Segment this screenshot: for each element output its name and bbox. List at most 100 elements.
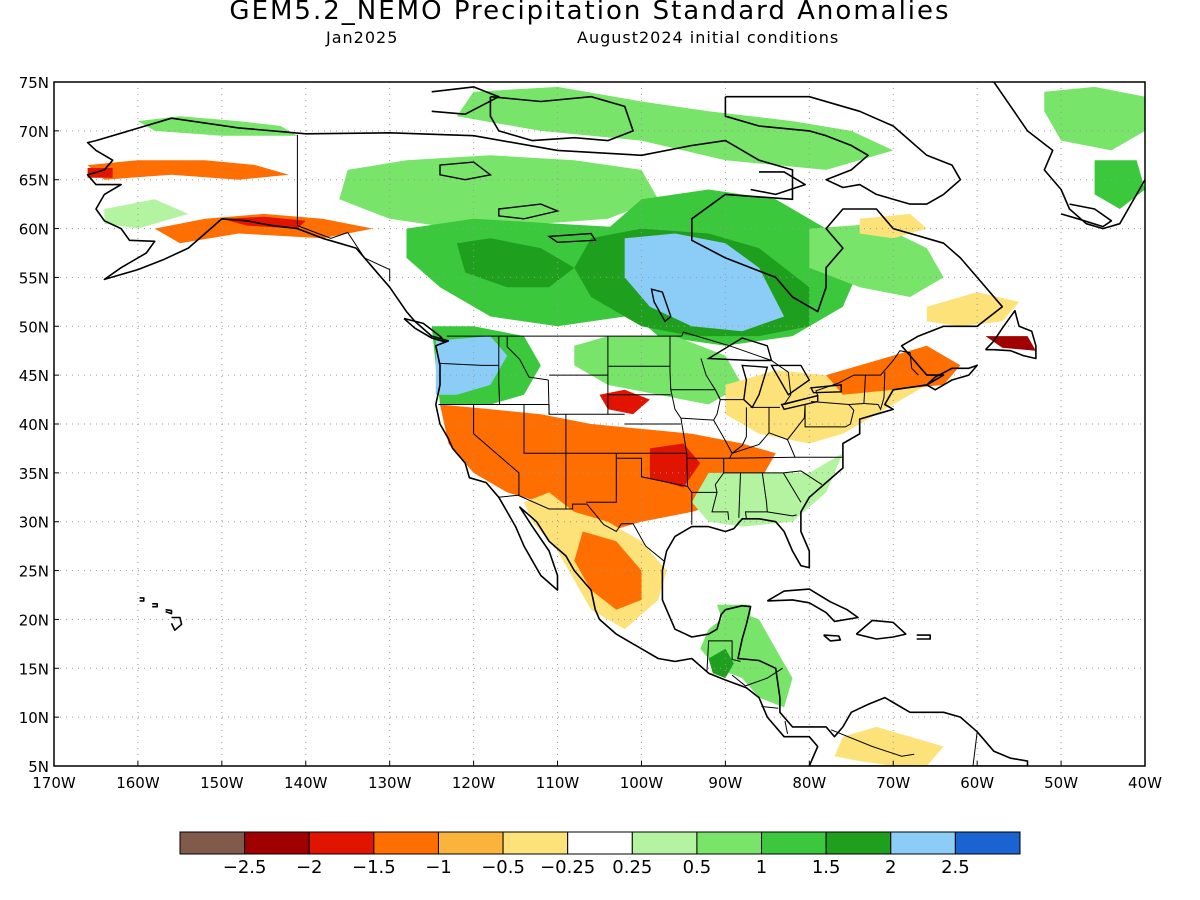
coastline-southern-greenland-tip	[1060, 203, 1113, 228]
colorbar-swatch	[761, 831, 827, 855]
colorbar-label: 0.25	[612, 857, 652, 878]
coastline-southampton-island	[750, 171, 806, 196]
anomaly-region-great-plains	[574, 336, 743, 405]
anomaly-region-nebraska-kansas-dry-core	[599, 389, 650, 415]
lat-tick-label: 35N	[19, 465, 49, 483]
anomaly-region-yukon-northwest-territories	[339, 155, 659, 229]
lake-great-slave-lake	[498, 203, 560, 220]
border-missouri	[680, 418, 733, 459]
colorbar-swatch	[890, 831, 956, 855]
lake-great-bear-lake	[439, 161, 493, 181]
colorbar-swatch	[567, 831, 633, 855]
lake-lake-superior	[706, 337, 773, 362]
border-nm-tx	[586, 458, 617, 503]
latitude-labels: 75N 70N 65N 60N 55N 50N 45N 40N 35N 30N 25N 20N 15N 1…	[19, 74, 59, 776]
longitude-labels: 170W 160W 150W 140W 130W 120W 110W 100W 90W 80W 70…	[32, 761, 1162, 792]
border-honduras	[731, 667, 783, 687]
coastline-banks-island	[431, 86, 500, 115]
coastline-cuba	[766, 588, 859, 623]
colorbar	[179, 831, 1021, 855]
anomaly-region-sw-alaska	[104, 199, 189, 229]
lon-tick-label: 130W	[368, 774, 412, 792]
lon-tick-label: 120W	[452, 774, 496, 792]
chart-title: GEM5.2_NEMO Precipitation Standard Anoma…	[229, 0, 951, 26]
colorbar-label: −2	[296, 857, 323, 878]
lon-tick-label: 90W	[708, 774, 742, 792]
anomaly-region-alaska-north-slope	[137, 116, 298, 136]
coastline-layer	[86, 82, 1145, 766]
border-new-england	[863, 372, 886, 411]
colorbar-label: −0.25	[540, 857, 595, 878]
anomaly-region-seward-peninsula	[87, 168, 113, 178]
coastline-baffin-island	[724, 95, 962, 205]
border-guatemala-borders	[706, 640, 741, 673]
anomaly-region-ontario-manitoba-core	[624, 233, 785, 332]
colorbar-label: −1	[425, 857, 452, 878]
border-minnesota-west	[669, 336, 672, 390]
anomaly-region-arctic-islands	[456, 86, 894, 170]
border-alaska-panhandle	[297, 225, 391, 282]
border-layer	[296, 134, 978, 766]
coastline-hawaii-maui	[165, 608, 173, 615]
border-venezuela-guyana	[972, 731, 978, 766]
colorbar-swatch	[308, 831, 375, 855]
coastline-puerto-rico	[916, 634, 932, 640]
border-ok-panhandle	[615, 453, 688, 487]
colorbar-label: 2.5	[941, 857, 970, 878]
lat-tick-label: 10N	[19, 709, 49, 727]
border-wy-id	[547, 379, 550, 415]
anomaly-region-greenland-south	[1094, 160, 1145, 209]
lon-tick-label: 60W	[960, 774, 994, 792]
border-al-ga	[740, 472, 768, 519]
coastline-greenland	[988, 82, 1145, 230]
border-wi	[700, 358, 744, 401]
lat-tick-label: 45N	[19, 367, 49, 385]
colorbar-label: 0.5	[683, 857, 712, 878]
colorbar-label: 1	[756, 857, 767, 878]
lon-tick-label: 50W	[1044, 774, 1078, 792]
lat-tick-label: 25N	[19, 563, 49, 581]
lon-tick-label: 160W	[116, 774, 160, 792]
border-id-mt	[506, 336, 549, 381]
colorbar-label: −2.5	[223, 857, 267, 878]
border-nv-ut-az	[523, 404, 566, 454]
lon-tick-label: 70W	[876, 774, 910, 792]
coastline-north-america-mainland	[95, 117, 1029, 766]
lat-tick-label: 40N	[19, 416, 49, 434]
valid-month-label: Jan2025	[326, 28, 399, 47]
colorbar-labels: −2.5 −2 −1.5 −1 −0.5 −0.25 0.25 0.5 1 1.5 2 2.5	[223, 857, 970, 878]
colorbar-swatch	[696, 831, 763, 855]
border-wa-or	[439, 362, 499, 366]
lat-tick-label: 15N	[19, 660, 49, 678]
border-ky-north	[731, 432, 770, 454]
colorbar-swatch	[179, 831, 246, 855]
border-us-mexico	[497, 494, 666, 563]
border-ga-fl	[767, 511, 797, 517]
colorbar-label: 2	[885, 857, 896, 878]
lat-tick-label: 55N	[19, 269, 49, 287]
colorbar-label: −0.5	[481, 857, 525, 878]
lat-tick-label: 50N	[19, 318, 49, 336]
border-ga-sc	[782, 472, 802, 503]
colorbar-swatch	[954, 831, 1021, 855]
lake-lake-athabasca	[547, 232, 597, 244]
lat-tick-label: 65N	[19, 172, 49, 190]
border-nv-ca	[473, 404, 520, 496]
coastline-hawaii-oahu	[152, 602, 158, 608]
coastline-jamaica	[823, 634, 842, 642]
anomaly-region-western-alaska	[87, 160, 289, 180]
anomaly-region-mexico-core	[574, 531, 642, 610]
lat-tick-label: 5N	[28, 758, 49, 776]
lake-lake-winnipeg	[650, 288, 672, 323]
colorbar-swatch	[373, 831, 439, 855]
lat-tick-label: 60N	[19, 221, 49, 239]
border-colombia	[830, 729, 915, 757]
lat-tick-label: 75N	[19, 74, 49, 92]
coastline-hawaii-big-island	[170, 616, 183, 632]
border-wv-va	[787, 439, 796, 458]
lon-tick-label: 150W	[200, 774, 244, 792]
border-panama	[784, 721, 788, 734]
lon-tick-label: 140W	[284, 774, 328, 792]
coastline-victoria-island	[489, 95, 634, 142]
